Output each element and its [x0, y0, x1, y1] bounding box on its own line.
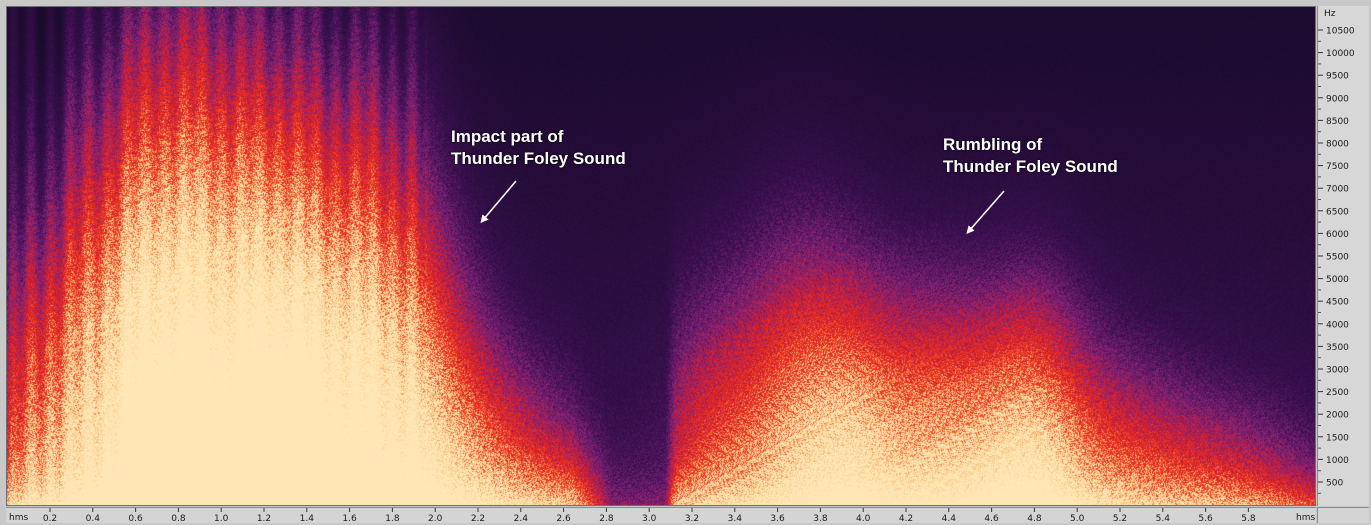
time-tick-label: 4.2 [899, 514, 913, 524]
impact-annotation-line2: Thunder Foley Sound [451, 149, 626, 168]
time-tick-label: 1.8 [385, 514, 400, 524]
rumble-annotation-line2: Thunder Foley Sound [943, 157, 1118, 176]
time-tick-label: 1.6 [342, 514, 357, 524]
time-tick-label: 3.8 [813, 514, 828, 524]
impact-annotation: Impact part of Thunder Foley Sound [451, 126, 626, 170]
time-tick-label: 3.2 [685, 514, 699, 524]
freq-tick-label: 2000 [1326, 411, 1349, 421]
time-tick-label: 1.2 [257, 514, 271, 524]
time-tick-label: 3.4 [728, 514, 743, 524]
time-tick-label: 0.4 [86, 514, 101, 524]
rumble-annotation: Rumbling of Thunder Foley Sound [943, 134, 1118, 178]
freq-tick-label: 7500 [1326, 162, 1349, 172]
freq-tick-label: 7000 [1326, 185, 1349, 195]
time-tick-label: 2.6 [556, 514, 571, 524]
time-tick-label: 4.4 [942, 514, 957, 524]
freq-tick-label: 3000 [1326, 366, 1349, 376]
time-ruler[interactable]: hms hms 0.2 0.4 0.6 0.8 1.0 1.2 1.4 1.6 1.8 2.0 2.2 2… [6, 507, 1316, 524]
time-tick-label: 1.0 [214, 514, 229, 524]
freq-tick-label: 4000 [1326, 320, 1349, 330]
time-tick-label: 0.8 [171, 514, 186, 524]
freq-tick-label: 6000 [1326, 230, 1349, 240]
freq-tick-label: 2500 [1326, 388, 1349, 398]
time-tick-label: 0.6 [128, 514, 143, 524]
freq-tick-label: 9000 [1326, 94, 1349, 104]
freq-tick-label: 4500 [1326, 298, 1349, 308]
time-ruler-svg: hms hms 0.2 0.4 0.6 0.8 1.0 1.2 1.4 1.6 1.8 2.0 2.2 2… [9, 508, 1315, 524]
frequency-ruler[interactable]: Hz 10500 10000 9500 9000 8500 8000 7500 7000 6500… [1317, 6, 1369, 506]
time-tick-label: 3.0 [642, 514, 657, 524]
time-tick-label: 5.8 [1241, 514, 1256, 524]
freq-tick-label: 1500 [1326, 433, 1349, 443]
time-tick-label: 2.2 [471, 514, 485, 524]
time-tick-label: 1.4 [300, 514, 315, 524]
spectrogram-canvas[interactable] [7, 7, 1315, 505]
time-tick-label: 0.2 [43, 514, 57, 524]
freq-tick-label: 1000 [1326, 456, 1349, 466]
time-tick-label: 5.0 [1070, 514, 1085, 524]
time-tick-label: 2.0 [428, 514, 443, 524]
freq-tick-label: 10500 [1326, 27, 1355, 37]
freq-tick-label: 5000 [1326, 275, 1349, 285]
time-tick-label: 4.6 [984, 514, 999, 524]
time-tick-label: 4.8 [1027, 514, 1042, 524]
time-tick-label: 2.8 [599, 514, 614, 524]
frequency-ruler-svg: Hz 10500 10000 9500 9000 8500 8000 7500 7000 6500… [1318, 9, 1355, 494]
freq-tick-label: 8500 [1326, 117, 1349, 127]
impact-annotation-line1: Impact part of [451, 127, 564, 146]
freq-unit-label: Hz [1324, 9, 1336, 19]
time-tick-label: 5.6 [1198, 514, 1213, 524]
freq-tick-label: 8000 [1326, 140, 1349, 150]
freq-tick-label: 6500 [1326, 207, 1349, 217]
freq-tick-label: 3500 [1326, 343, 1349, 353]
spectrogram-display[interactable]: Impact part of Thunder Foley Sound Rumbl… [6, 6, 1316, 506]
freq-tick-label: 5500 [1326, 253, 1349, 263]
time-tick-label: 2.4 [514, 514, 529, 524]
freq-tick-label: 10000 [1326, 49, 1355, 59]
time-tick-label: 5.2 [1113, 514, 1127, 524]
ruler-corner [1317, 507, 1369, 523]
freq-tick-label: 9500 [1326, 72, 1349, 82]
time-tick-label: 4.0 [856, 514, 871, 524]
time-tick-label: 5.4 [1156, 514, 1171, 524]
time-unit-left: hms [9, 513, 28, 523]
rumble-annotation-line1: Rumbling of [943, 135, 1043, 154]
freq-tick-label: 500 [1326, 479, 1343, 489]
time-unit-right: hms [1296, 513, 1315, 523]
time-tick-label: 3.6 [770, 514, 785, 524]
